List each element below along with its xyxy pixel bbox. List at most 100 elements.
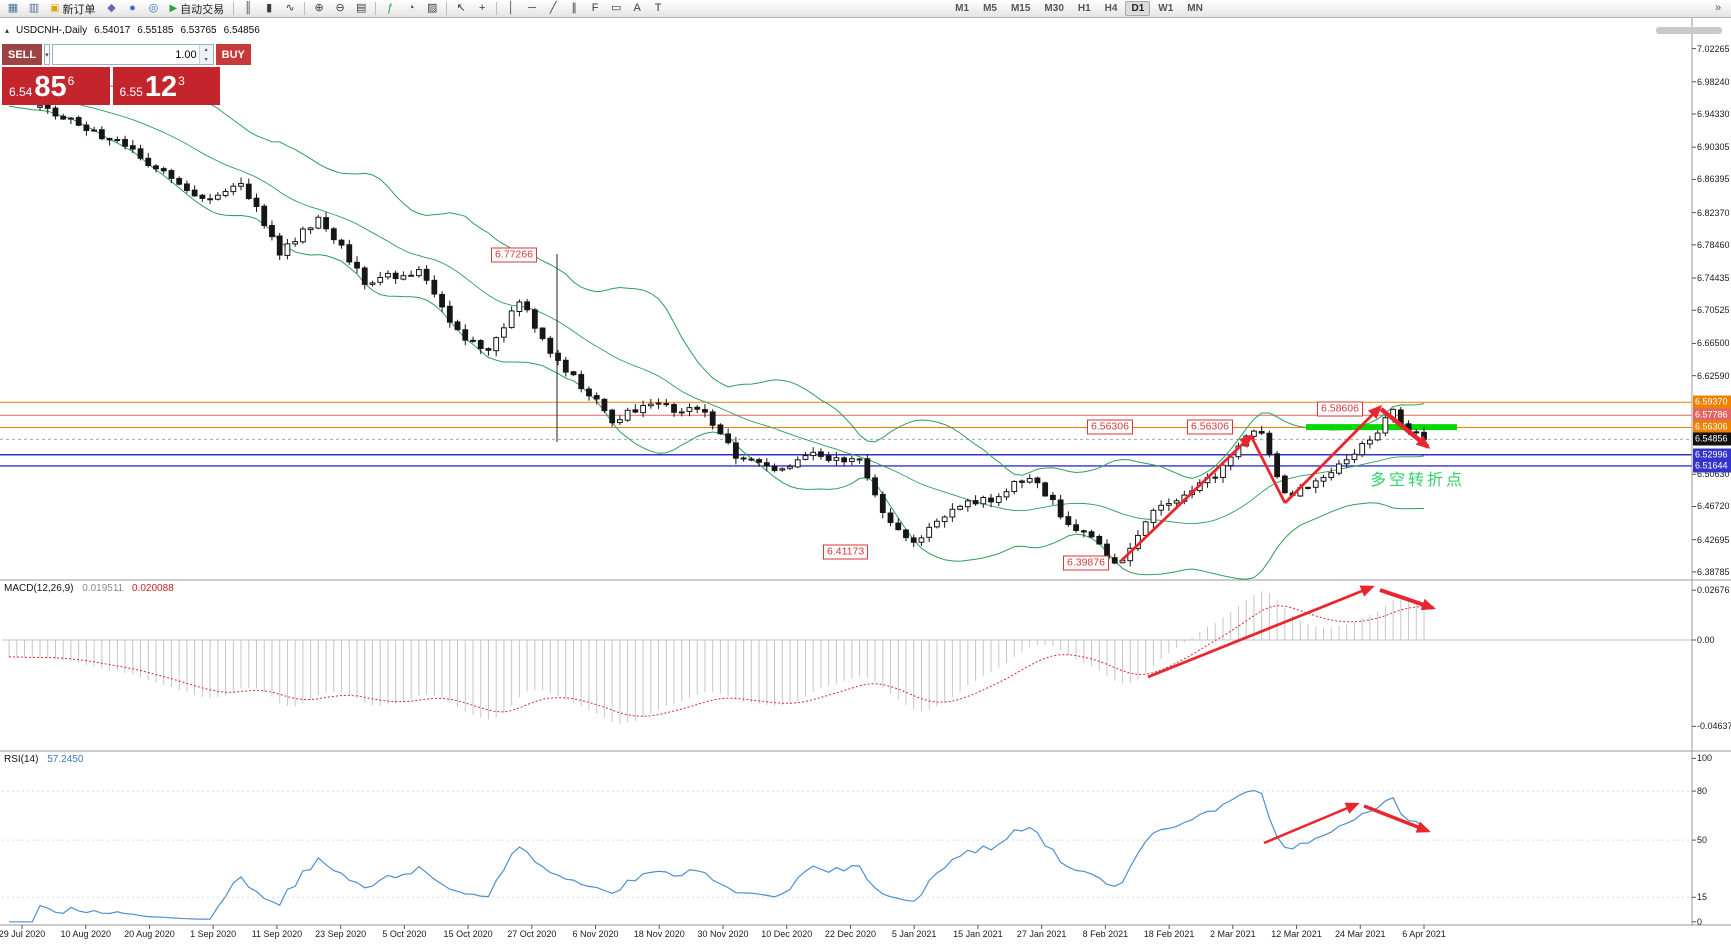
price-annotation[interactable]: 6.58606 [1317, 401, 1363, 416]
toolbar-overflow-icon[interactable]: » [1714, 2, 1722, 14]
new-order-icon: ▣ [50, 3, 60, 14]
horizontal-line-icon[interactable]: ─ [528, 2, 537, 14]
one-click-trading-panel: SELL ▾ ▴ ▾ BUY 6.54 85 6 6.55 12 3 [2, 44, 251, 105]
buy-button[interactable]: BUY [215, 44, 251, 65]
price-annotation[interactable]: 6.56306 [1087, 419, 1133, 435]
channel-icon[interactable]: ∥ [571, 2, 577, 14]
chevron-down-icon: ▾ [45, 51, 49, 59]
spin-up-icon[interactable]: ▴ [199, 45, 213, 55]
indicators-icon[interactable]: ƒ [387, 2, 394, 14]
fibonacci-icon[interactable]: F [591, 2, 599, 14]
line-chart-icon[interactable]: ∿ [285, 2, 295, 14]
toolbar: ▦ ▥ ▣ 新订单 ◆ ● ◎ ▶ 自动交易 ║ ▮ ∿ ⊕ ⊖ ▤ ƒ ◔ ▨ ↖ + │ ─ ╱ ∥ F ▭ A T M1 M5 M15… [0, 0, 1731, 18]
new-chart-icon[interactable]: ▦ [7, 2, 19, 14]
sell-price-box[interactable]: 6.54 85 6 [2, 67, 110, 105]
arrow-tools-icon[interactable]: T [654, 2, 662, 14]
timeframe-button-h1[interactable]: H1 [1077, 3, 1091, 14]
price-axis-tick-label: 6.90305 [1697, 142, 1730, 153]
bar-chart-icon[interactable]: ║ [244, 2, 253, 14]
chart-overlays [0, 18, 1731, 929]
chart-scrollbar-thumb[interactable] [1656, 27, 1722, 34]
vertical-line-icon[interactable]: │ [507, 2, 515, 14]
macd-trend-arrow[interactable] [1147, 585, 1375, 679]
price-axis-tick-label: 6.66500 [1697, 338, 1730, 349]
macd-panel [2, 591, 1692, 724]
price-line-flag: 6.56306 [1693, 420, 1731, 434]
market-watch-icon[interactable]: ● [129, 2, 136, 14]
volume-input[interactable] [52, 45, 199, 64]
sell-price-point: 6 [67, 74, 75, 88]
main-trend-arrow[interactable] [1249, 435, 1287, 504]
tile-windows-icon[interactable]: ▤ [355, 2, 367, 14]
time-axis-label: 8 Feb 2021 [1082, 929, 1129, 939]
price-annotation[interactable]: 6.41173 [823, 544, 869, 560]
volume-control: ▴ ▾ [51, 44, 214, 65]
main-chart-panel [0, 79, 1692, 580]
rsi-indicator-label: RSI(14) 57.2450 [4, 754, 83, 765]
macd-panel-splitter[interactable] [0, 577, 1731, 583]
text-icon[interactable]: A [633, 2, 641, 14]
main-trend-arrow[interactable] [1379, 407, 1431, 449]
chart-profiles-icon[interactable]: ▥ [28, 2, 40, 14]
price-annotation[interactable]: 6.56306 [1187, 419, 1233, 435]
time-axis-label: 15 Jan 2021 [953, 929, 1003, 939]
macd-trend-arrow[interactable] [1379, 588, 1436, 611]
time-axis-label: 20 Aug 2020 [124, 929, 175, 939]
periods-icon[interactable]: ◔ [407, 2, 415, 14]
rsi-panel-splitter[interactable] [0, 748, 1731, 754]
templates-icon[interactable]: ▨ [426, 2, 438, 14]
price-axis-tick-label: 6.78460 [1697, 239, 1730, 250]
ohlc-close: 6.54856 [223, 25, 260, 36]
rsi-name: RSI(14) [4, 754, 39, 765]
zoom-out-icon[interactable]: ⊖ [335, 2, 345, 14]
time-axis-label: 29 Jul 2020 [0, 929, 46, 939]
timeframe-button-h4[interactable]: H4 [1104, 3, 1118, 14]
ohlc-high: 6.55185 [137, 25, 174, 36]
candlestick-chart-icon[interactable]: ▮ [266, 2, 273, 14]
price-annotation[interactable]: 6.39876 [1063, 555, 1109, 571]
data-window-icon[interactable]: ◎ [148, 2, 159, 14]
trade-controls-row: SELL ▾ ▴ ▾ BUY [2, 44, 251, 65]
shapes-icon[interactable]: ▭ [610, 2, 622, 14]
main-trend-arrow[interactable] [1120, 433, 1254, 563]
time-axis-label: 11 Sep 2020 [251, 929, 303, 939]
spin-down-icon[interactable]: ▾ [199, 54, 213, 64]
rsi-trend-arrow[interactable] [1363, 804, 1431, 833]
time-axis-label: 18 Feb 2021 [1143, 929, 1195, 939]
timeframe-button-d1[interactable]: D1 [1125, 1, 1151, 16]
volume-dropdown[interactable]: ▾ [44, 44, 50, 65]
main-trend-arrow[interactable] [1284, 404, 1383, 504]
one-click-collapse-icon[interactable]: ▴ [5, 26, 10, 35]
toolbar-separator [496, 2, 498, 15]
macd-indicator-label: MACD(12,26,9) 0.019511 0.020088 [4, 583, 174, 594]
price-line-flag: 6.59370 [1693, 395, 1731, 409]
macd-axis-tick-label: 0.02676 [1697, 585, 1730, 596]
timeframe-button-m1[interactable]: M1 [955, 3, 970, 14]
sell-price-prefix: 6.54 [9, 85, 33, 99]
time-axis-label: 15 Oct 2020 [443, 929, 493, 939]
price-line-flag: 6.51644 [1693, 459, 1731, 473]
compile-icon[interactable]: ◆ [107, 2, 116, 14]
timeframe-button-m30[interactable]: M30 [1044, 3, 1064, 14]
rsi-trend-arrow[interactable] [1263, 802, 1360, 845]
price-axis-tick-label: 6.38785 [1697, 566, 1730, 577]
timeframe-button-mn[interactable]: MN [1187, 3, 1203, 14]
timeframe-button-w1[interactable]: W1 [1158, 3, 1174, 14]
trendline-icon[interactable]: ╱ [549, 2, 557, 14]
timeframe-button-m5[interactable]: M5 [983, 3, 997, 14]
time-axis-label: 10 Aug 2020 [60, 929, 111, 939]
sell-button[interactable]: SELL [2, 44, 43, 65]
crosshair-icon[interactable]: + [478, 2, 486, 14]
time-axis-label: 10 Dec 2020 [761, 929, 813, 939]
auto-trading-button[interactable]: ▶ 自动交易 [164, 1, 229, 16]
zoom-in-icon[interactable]: ⊕ [314, 2, 324, 14]
timeframe-button-m15[interactable]: M15 [1010, 3, 1031, 14]
macd-axis-tick-label: 0.00 [1697, 635, 1715, 645]
new-order-button[interactable]: ▣ 新订单 [45, 1, 100, 16]
cursor-icon[interactable]: ↖ [456, 2, 466, 14]
price-annotation[interactable]: 6.77266 [491, 247, 537, 263]
macd-main-value: 0.019511 [82, 583, 124, 594]
buy-price-box[interactable]: 6.55 12 3 [112, 67, 220, 105]
macd-name: MACD(12,26,9) [4, 583, 74, 594]
